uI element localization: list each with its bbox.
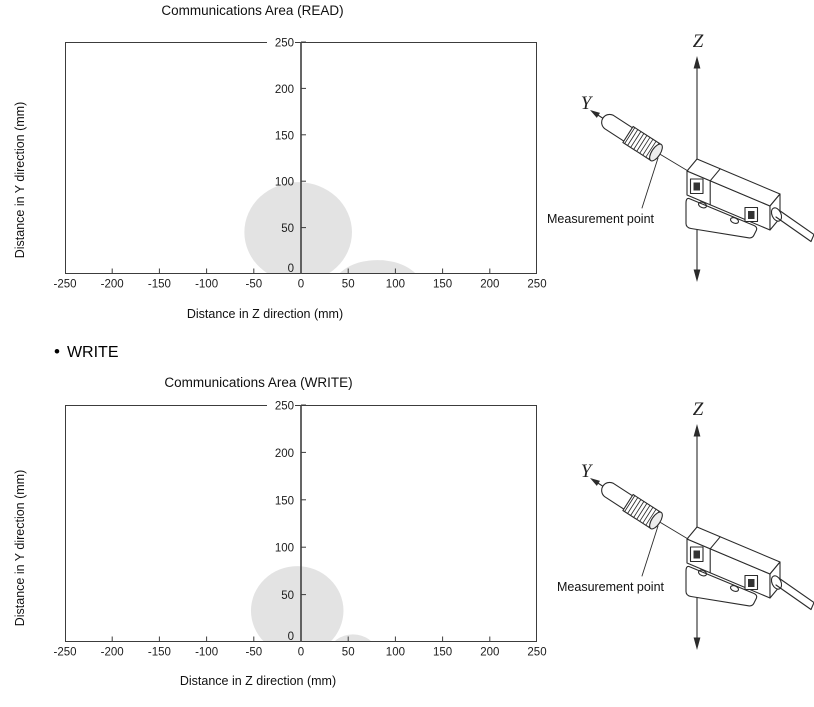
sensor-device-drawing — [589, 55, 814, 283]
x-tick-label: -50 — [245, 647, 262, 659]
y-tick-label: 100 — [275, 177, 294, 189]
write-side-lobe — [334, 634, 372, 642]
write-main-lobe — [250, 566, 344, 642]
y-tick-label-bg — [267, 35, 295, 48]
read-side-lobe — [339, 260, 416, 274]
z-axis-label: Z — [692, 31, 704, 52]
z-axis-label: Z — [692, 399, 704, 420]
measurement-point-label: Measurement point — [557, 580, 665, 594]
y-tick-label: 50 — [281, 223, 294, 235]
write-y-axis-label: Distance in Y direction (mm) — [13, 469, 27, 627]
x-tick-label: 200 — [480, 279, 499, 291]
read-x-axis-label: Distance in Z direction (mm) — [186, 307, 344, 321]
sensor-diagram-write — [589, 423, 814, 651]
y-tick-label: 200 — [275, 448, 294, 460]
x-tick-label: 50 — [342, 647, 355, 659]
x-tick-label: 150 — [433, 279, 452, 291]
write-section-label: WRITE — [66, 344, 119, 361]
read-communication-areas — [244, 182, 416, 274]
x-tick-label: 250 — [527, 647, 546, 659]
x-tick-label: -200 — [101, 279, 124, 291]
read-main-lobe — [244, 182, 352, 274]
x-tick-label: -100 — [195, 279, 218, 291]
x-tick-label: -100 — [195, 647, 218, 659]
x-tick-label: -50 — [245, 279, 262, 291]
measurement-point-label: Measurement point — [547, 212, 655, 226]
y-tick-label: 150 — [275, 130, 294, 142]
y-tick-label: 0 — [288, 631, 294, 643]
x-tick-label: -150 — [148, 279, 171, 291]
write-communication-areas — [250, 566, 372, 642]
y-tick-label: 200 — [275, 84, 294, 96]
x-tick-label: 0 — [298, 279, 304, 291]
x-tick-label: 0 — [298, 647, 304, 659]
bullet-icon: • — [54, 342, 60, 361]
write-chart-title: Communications Area (WRITE) — [164, 375, 353, 390]
x-tick-label: 250 — [527, 279, 546, 291]
sensor-diagram-read — [589, 55, 814, 283]
y-tick-label: 150 — [275, 495, 294, 507]
x-tick-label: -250 — [53, 647, 76, 659]
y-tick-label: 100 — [275, 543, 294, 555]
x-tick-label: 100 — [386, 279, 405, 291]
read-y-axis-label: Distance in Y direction (mm) — [13, 101, 27, 259]
write-chart-plot: 0 50 100 150 200 250 -250 -200 -150 -100 -50 0 50 100… — [53, 398, 547, 659]
y-axis-label: Y — [580, 93, 592, 114]
x-tick-label: 150 — [433, 647, 452, 659]
read-chart-title: Communications Area (READ) — [161, 3, 344, 18]
y-tick-label: 0 — [288, 263, 294, 275]
x-tick-label: -250 — [53, 279, 76, 291]
x-tick-label: -200 — [101, 647, 124, 659]
y-tick-label: 50 — [281, 590, 294, 602]
y-axis-label: Y — [580, 461, 592, 482]
x-tick-label: 100 — [386, 647, 405, 659]
read-chart-plot: 0 50 100 150 200 250 -250 -200 -150 -100 -50 0 50 100… — [53, 35, 547, 291]
x-tick-label: 200 — [480, 647, 499, 659]
x-tick-label: 50 — [342, 279, 355, 291]
write-section-heading: • WRITE — [54, 342, 119, 362]
sensor-device-drawing — [589, 423, 814, 651]
y-tick-label-bg — [267, 398, 295, 411]
y-tick-label: 250 — [275, 401, 294, 413]
y-tick-label: 250 — [275, 38, 294, 50]
write-x-axis-label: Distance in Z direction (mm) — [179, 674, 337, 688]
x-tick-label: -150 — [148, 647, 171, 659]
